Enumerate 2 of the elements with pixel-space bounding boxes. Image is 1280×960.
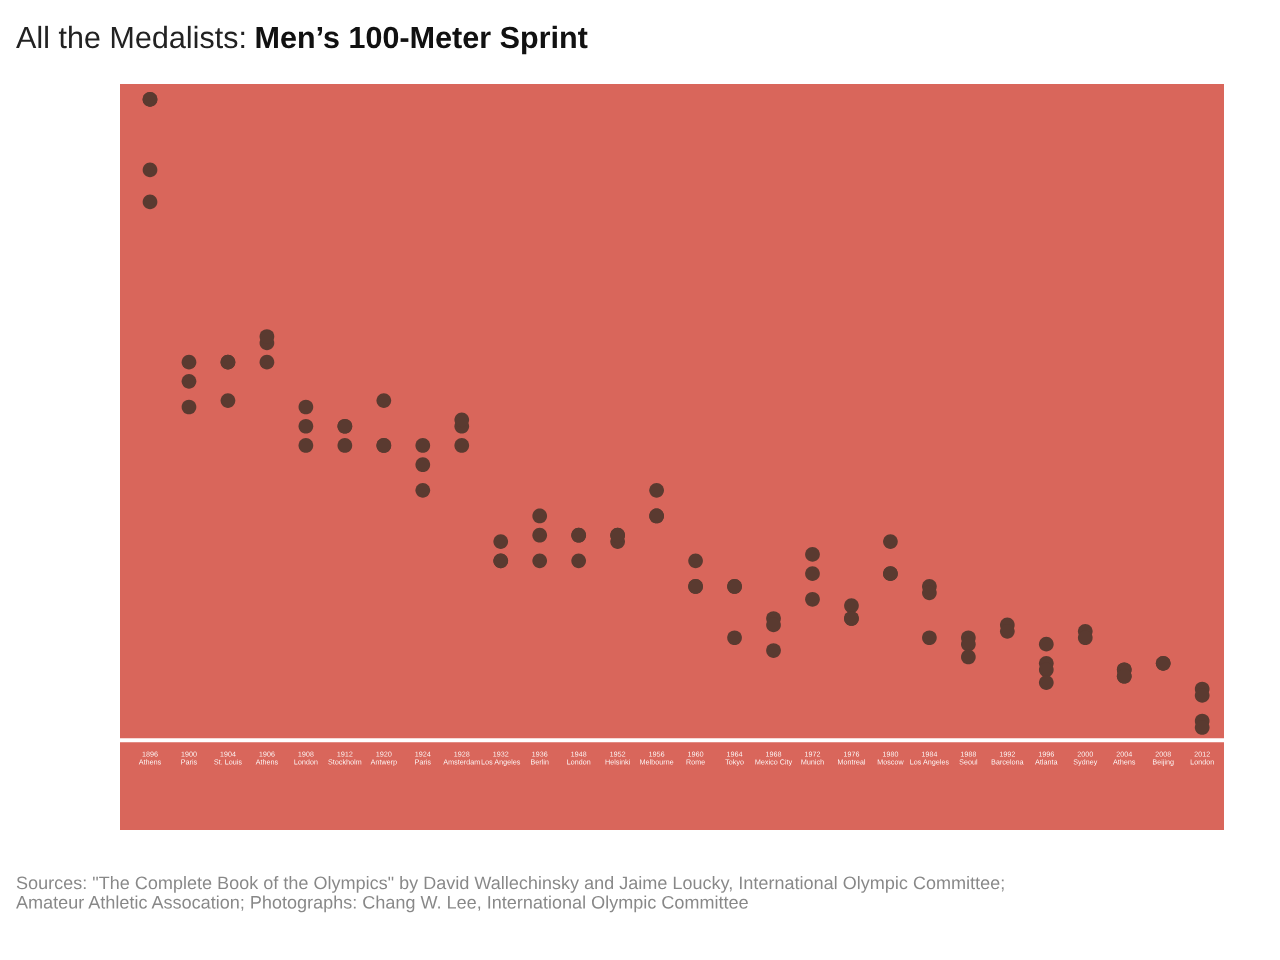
chart-title: All the Medalists: Men’s 100-Meter Sprint bbox=[16, 25, 588, 55]
source-note: Sources: "The Complete Book of the Olympics" by David Wallechinsky and Jaime Loucky, International Olympic Committee; Amateur Athletic Assocation; Photographs: Chang W. Lee, International Olympic Committee bbox=[16, 876, 1004, 913]
